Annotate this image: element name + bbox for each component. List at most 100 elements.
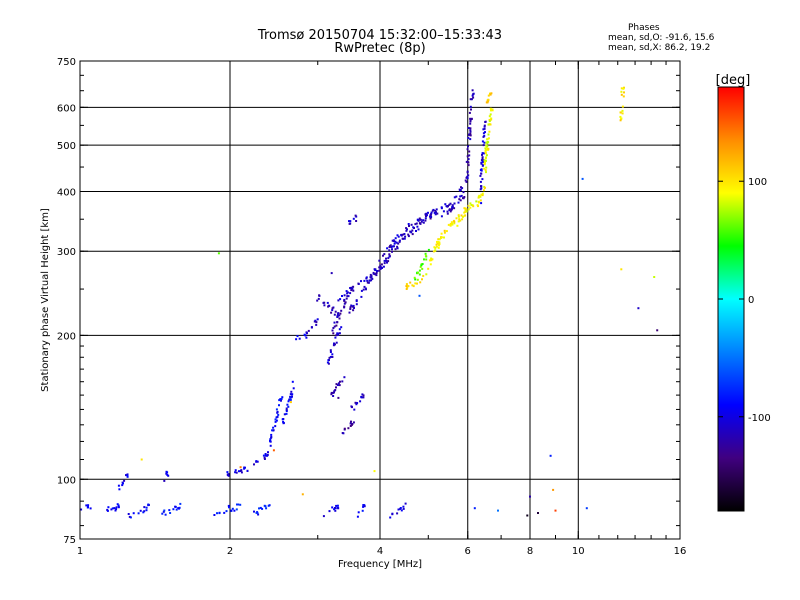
data-point bbox=[177, 507, 180, 510]
data-point bbox=[227, 474, 230, 477]
data-point bbox=[288, 398, 291, 401]
data-point bbox=[275, 408, 278, 411]
y-tick-label: 300 bbox=[57, 247, 76, 258]
data-point bbox=[457, 214, 460, 217]
data-point bbox=[278, 404, 280, 407]
data-point bbox=[479, 180, 482, 183]
data-point bbox=[379, 264, 382, 267]
data-point bbox=[440, 206, 443, 209]
data-point bbox=[117, 504, 120, 507]
data-point bbox=[351, 287, 354, 290]
data-point bbox=[327, 305, 330, 308]
data-point bbox=[469, 105, 472, 108]
data-point bbox=[342, 432, 345, 435]
data-point bbox=[461, 218, 464, 221]
data-point bbox=[340, 309, 343, 312]
data-point bbox=[394, 248, 397, 251]
data-point bbox=[397, 235, 400, 238]
data-point bbox=[620, 90, 623, 93]
data-point bbox=[480, 185, 482, 188]
data-point bbox=[637, 307, 640, 310]
data-point bbox=[337, 507, 340, 510]
data-point bbox=[482, 189, 485, 192]
data-point bbox=[270, 433, 273, 436]
x-tick-label: 10 bbox=[572, 546, 585, 557]
data-point bbox=[414, 278, 417, 281]
colorbar-tick-label: 0 bbox=[748, 295, 754, 306]
data-point bbox=[226, 473, 229, 476]
data-point bbox=[276, 411, 279, 414]
data-point bbox=[428, 259, 431, 262]
data-point bbox=[427, 248, 430, 251]
data-point bbox=[432, 250, 435, 253]
data-point bbox=[231, 507, 234, 510]
data-point bbox=[487, 100, 490, 103]
data-point bbox=[280, 397, 283, 400]
data-point bbox=[264, 454, 267, 457]
data-point bbox=[481, 156, 484, 159]
data-point bbox=[126, 473, 129, 476]
data-point bbox=[406, 285, 409, 288]
data-point bbox=[481, 153, 483, 156]
data-point bbox=[378, 259, 381, 262]
data-point bbox=[449, 223, 452, 225]
data-point bbox=[255, 511, 258, 514]
data-point bbox=[233, 509, 236, 512]
data-point bbox=[479, 195, 482, 198]
data-point bbox=[552, 488, 555, 491]
colorbar: [deg] 100 0 -100 bbox=[716, 73, 771, 512]
data-point bbox=[481, 194, 484, 197]
data-point bbox=[372, 272, 375, 275]
x-tick-label: 4 bbox=[377, 546, 383, 557]
data-point bbox=[469, 202, 472, 205]
data-point bbox=[416, 278, 419, 281]
data-point bbox=[457, 201, 460, 204]
data-point bbox=[332, 395, 335, 397]
data-point bbox=[337, 396, 340, 399]
data-point bbox=[466, 171, 469, 174]
data-point bbox=[465, 208, 468, 211]
data-point bbox=[330, 391, 333, 394]
data-point bbox=[296, 335, 299, 338]
data-point bbox=[472, 96, 475, 99]
data-point bbox=[484, 161, 486, 164]
data-point bbox=[239, 466, 242, 469]
data-point bbox=[463, 207, 466, 210]
data-point bbox=[322, 301, 325, 304]
data-point bbox=[477, 205, 479, 208]
data-point bbox=[382, 265, 385, 268]
data-point bbox=[483, 124, 486, 127]
data-point bbox=[354, 214, 357, 217]
data-point bbox=[335, 383, 338, 386]
data-point bbox=[396, 512, 399, 515]
data-point bbox=[468, 111, 471, 114]
data-point bbox=[168, 509, 171, 512]
data-point bbox=[263, 458, 266, 460]
data-point bbox=[486, 101, 489, 104]
data-point bbox=[403, 237, 406, 240]
data-point bbox=[396, 245, 399, 248]
data-point bbox=[443, 229, 446, 232]
data-point bbox=[174, 505, 177, 508]
data-point bbox=[421, 263, 424, 265]
data-point bbox=[353, 408, 356, 411]
data-point bbox=[481, 157, 484, 160]
data-point bbox=[111, 507, 114, 510]
data-point bbox=[355, 299, 358, 302]
data-point bbox=[471, 94, 474, 97]
data-point bbox=[424, 217, 427, 220]
data-point bbox=[333, 325, 336, 328]
data-point bbox=[363, 279, 366, 282]
data-point bbox=[460, 186, 462, 189]
data-point bbox=[470, 118, 473, 120]
data-point bbox=[298, 337, 301, 340]
data-point bbox=[455, 217, 458, 220]
data-point bbox=[444, 203, 447, 206]
data-point bbox=[623, 86, 625, 89]
data-point bbox=[389, 245, 392, 247]
data-point bbox=[485, 144, 488, 147]
data-point bbox=[347, 427, 350, 430]
data-point bbox=[425, 258, 428, 261]
data-point bbox=[303, 333, 306, 336]
data-point bbox=[442, 210, 445, 213]
